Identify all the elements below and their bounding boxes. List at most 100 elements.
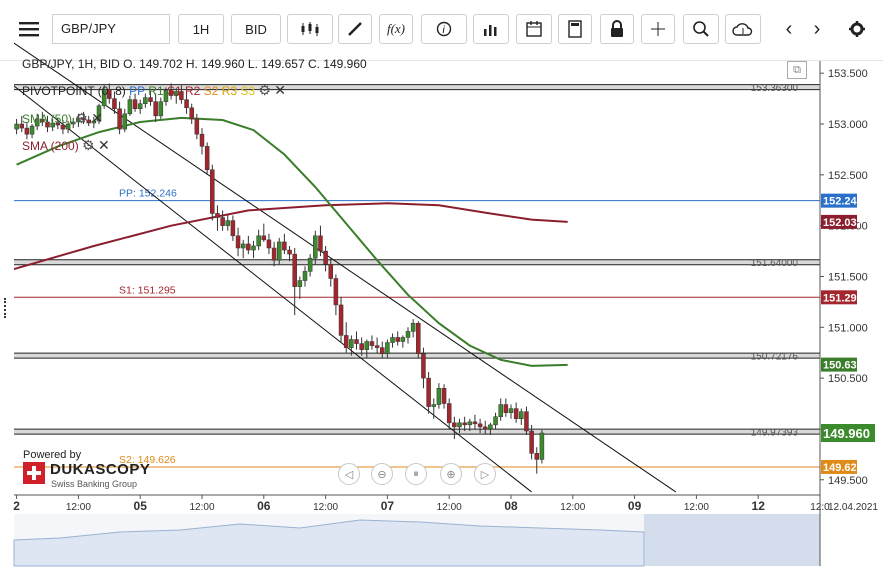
candle-body [220, 217, 225, 226]
y-tick-label: 151.000 [828, 322, 868, 334]
candles [14, 83, 545, 474]
brand-name: DUKASCOPY [50, 461, 151, 478]
scroll-right-button[interactable]: ▷ [474, 463, 496, 485]
price-type-select[interactable]: BID [231, 14, 281, 44]
zoom-in-button[interactable]: ⊕ [440, 463, 462, 485]
drag-handle[interactable] [4, 298, 10, 318]
candle [71, 117, 76, 129]
candle [410, 319, 416, 338]
candle-body [101, 89, 107, 106]
pivot-levels: PP: 152.246 S1: 151.295 S2: 149.626 [14, 188, 820, 468]
svg-text:i: i [443, 25, 446, 36]
sma200-line [14, 202, 568, 271]
candle [333, 274, 339, 316]
candle-body [307, 257, 313, 272]
zoom-out-button[interactable]: ⊖ [371, 463, 393, 485]
candle [416, 321, 421, 358]
popout-icon[interactable]: ⧉ [787, 61, 807, 79]
sr-label: 150.72176 [751, 352, 799, 363]
candle-body [400, 337, 406, 342]
candle [426, 372, 431, 414]
candle-body [230, 220, 236, 237]
symbol-field[interactable]: GBP/JPY [52, 14, 170, 44]
price-box-label: 150.633 [823, 360, 863, 372]
candle [524, 406, 529, 436]
timeframe-select[interactable]: 1H [178, 14, 224, 44]
plot-area [14, 61, 820, 495]
draw-pen-icon[interactable] [338, 14, 372, 44]
candle-body [498, 404, 503, 417]
ohlc-header: GBP/JPY, 1H, BID O. 149.702 H. 149.960 L… [22, 57, 367, 71]
bar-chart-icon[interactable] [473, 14, 509, 44]
candle [235, 227, 241, 257]
candle [55, 117, 61, 130]
cloud-upload-icon[interactable] [725, 14, 761, 44]
settings-gear-icon[interactable]: ⚙ [258, 82, 271, 98]
price-box [821, 459, 857, 474]
candle-type-icon[interactable] [287, 14, 333, 44]
close-icon[interactable]: ✕ [91, 110, 103, 126]
settings-gear-icon[interactable]: ⚙ [82, 137, 95, 153]
settings-gear-icon[interactable]: ⚙ [75, 110, 88, 126]
fit-button[interactable]: ⏸ [405, 463, 427, 485]
zoom-icon[interactable] [683, 14, 719, 44]
candle [395, 331, 400, 346]
candle-body [364, 341, 370, 350]
candle [137, 99, 143, 114]
date-label: 12.04.2021 [828, 502, 878, 513]
sr-label: 149.97393 [751, 428, 799, 439]
close-icon[interactable]: ✕ [274, 82, 287, 98]
candle-body [240, 243, 246, 249]
candle-body [55, 122, 61, 126]
pivot-item-s2: S2 [203, 84, 222, 98]
pivot-item-r2: R2 [184, 84, 204, 98]
candle [86, 115, 91, 127]
candle [519, 408, 524, 425]
dukascopy-logo-icon [23, 462, 45, 484]
indicators-fx-button[interactable]: f(x) [379, 14, 413, 44]
candle-body [431, 404, 436, 407]
lock-icon[interactable] [600, 14, 634, 44]
candle [40, 111, 45, 127]
candle [256, 229, 261, 251]
candle [65, 120, 71, 134]
brand-subtitle: Swiss Banking Group [51, 479, 138, 489]
pivot-item-pp: PP [129, 84, 149, 98]
calculator-icon[interactable] [558, 14, 592, 44]
candle [76, 113, 81, 128]
candle [225, 215, 230, 231]
candle-body [34, 118, 40, 127]
calendar-icon[interactable] [516, 14, 552, 44]
candle-body [251, 245, 256, 251]
crosshair-icon[interactable] [641, 14, 675, 44]
x-tick-label: 08 [504, 499, 518, 513]
close-icon[interactable]: ✕ [97, 137, 110, 153]
candle [24, 121, 30, 140]
scroll-left-button[interactable]: ◁ [338, 463, 360, 485]
candle-body [71, 121, 76, 125]
info-icon[interactable]: i [421, 14, 467, 44]
candle-body [359, 343, 364, 350]
candle [271, 241, 277, 267]
candle [158, 97, 164, 119]
candle-body [395, 337, 400, 342]
candle-body [50, 122, 55, 128]
chevron-left-icon[interactable]: ‹ [777, 14, 801, 44]
candle [220, 210, 225, 231]
candle [400, 335, 406, 348]
candle-body [86, 119, 91, 124]
gear-icon[interactable] [845, 14, 869, 44]
menu-icon[interactable] [12, 14, 46, 44]
candle-body [45, 121, 50, 128]
candle-body [204, 146, 210, 171]
candle-body [40, 118, 45, 123]
candle [307, 254, 313, 277]
x-tick-label: 12:00 [560, 502, 585, 513]
candle [385, 339, 390, 358]
candle [457, 418, 462, 433]
chevron-right-icon[interactable]: › [805, 14, 829, 44]
candle [364, 339, 370, 358]
candle [251, 240, 256, 259]
candle-body [410, 322, 416, 332]
